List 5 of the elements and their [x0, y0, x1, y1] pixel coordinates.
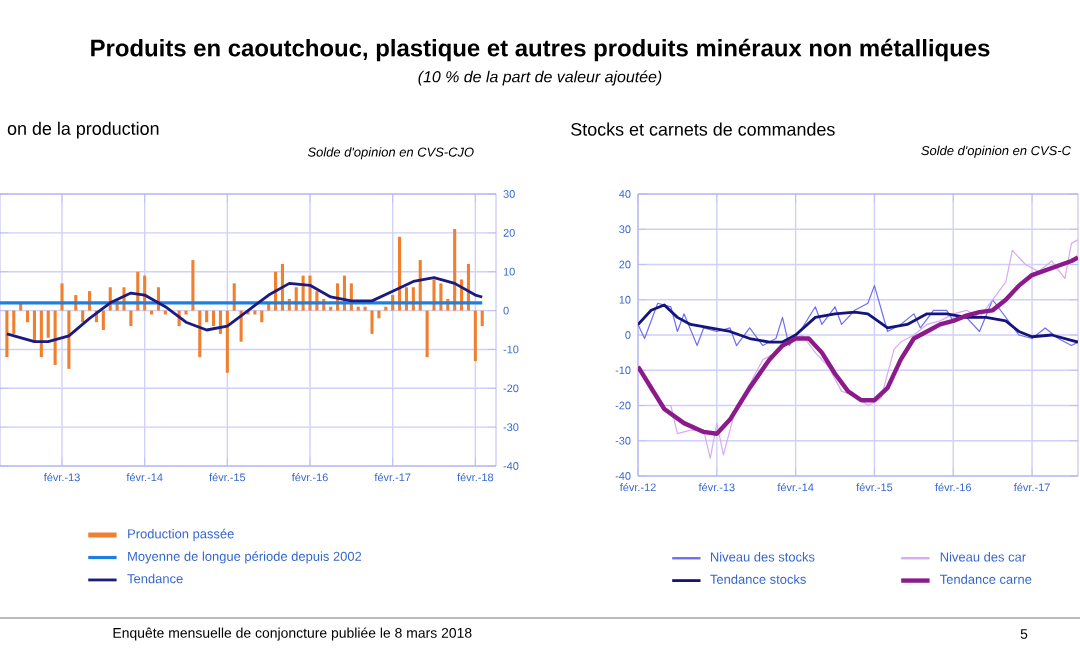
chart-title: Stocks et carnets de commandes	[571, 122, 835, 136]
line-series	[638, 303, 1078, 344]
text: Produits en caoutchouc, plastique et autres produits minéraux non métalliques	[91, 38, 990, 62]
chart-title: on de la production	[7, 121, 159, 139]
line-series	[5, 276, 484, 344]
